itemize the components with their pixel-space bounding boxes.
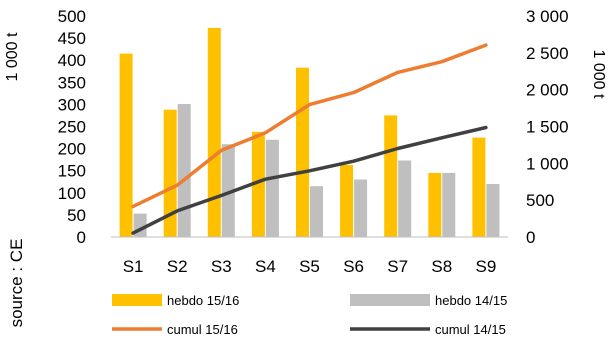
- bar-hebdo-14-15-s9: [486, 184, 500, 237]
- legend-label-hebdo-15-16: hebdo 15/16: [167, 293, 239, 308]
- y-left-tick-label: 450: [58, 29, 86, 48]
- legend-label-cumul-14-15: cumul 14/15: [435, 322, 506, 337]
- y-right-axis-label: 1 000 t: [590, 50, 607, 99]
- axes-layer: 0 50 100 150 200 250 300 350 400 450 500 0 500 1 000 1…: [58, 7, 569, 276]
- bar-hebdo-15-16-s8: [428, 172, 442, 237]
- legend-swatch-hebdo-14-15: [350, 294, 430, 306]
- bar-hebdo-14-15-s6: [354, 179, 368, 237]
- bar-hebdo-15-16-s7: [384, 115, 398, 237]
- bar-hebdo-15-16-s5: [296, 67, 309, 237]
- y-left-tick-label: 100: [58, 184, 86, 203]
- y-left-axis-label: 1 000 t: [4, 32, 21, 81]
- bar-hebdo-14-15-s2: [177, 104, 191, 237]
- y-left-tick-label: 150: [58, 162, 86, 181]
- legend: hebdo 15/16 hebdo 14/15 cumul 15/16 cumul 1…: [112, 293, 507, 337]
- y-right-tick-label: 0: [526, 228, 535, 247]
- bar-hebdo-14-15-s7: [398, 160, 412, 237]
- y-right-tick-label: 1 500: [526, 118, 569, 137]
- y-left-tick-label: 0: [77, 228, 86, 247]
- bar-hebdo-15-16-s2: [163, 109, 177, 237]
- y-right-tick-label: 500: [526, 191, 554, 210]
- x-tick-label: S2: [167, 257, 188, 276]
- source-label: source : CE: [7, 239, 26, 328]
- labels-layer: 1 000 t 1 000 t source : CE: [4, 32, 607, 327]
- bar-hebdo-14-15-s3: [221, 144, 235, 237]
- y-left-tick-label: 300: [58, 95, 86, 114]
- x-tick-label: S4: [255, 257, 276, 276]
- x-tick-label: S7: [387, 257, 408, 276]
- y-right-tick-label: 1 000: [526, 154, 569, 173]
- lines-layer: [131, 43, 488, 235]
- y-left-tick-label: 200: [58, 140, 86, 159]
- line-cumul-15-16: [131, 43, 488, 209]
- y-right-tick-label: 2 500: [526, 44, 569, 63]
- x-tick-label: S8: [431, 257, 452, 276]
- x-tick-label: S9: [476, 257, 497, 276]
- y-left-tick-label: 350: [58, 73, 86, 92]
- bar-hebdo-15-16-s9: [472, 137, 486, 237]
- bar-hebdo-14-15-s4: [265, 139, 279, 237]
- bar-hebdo-14-15-s5: [310, 186, 323, 237]
- y-left-tick-label: 500: [58, 7, 86, 26]
- bar-hebdo-15-16-s1: [119, 53, 133, 237]
- line-cumul-14-15: [131, 125, 488, 235]
- y-left-tick-label: 50: [67, 206, 86, 225]
- bar-hebdo-15-16-s6: [340, 165, 354, 237]
- legend-swatch-hebdo-15-16: [112, 294, 162, 306]
- x-tick-label: S3: [211, 257, 232, 276]
- y-right-tick-label: 2 000: [526, 81, 569, 100]
- x-tick-label: S1: [123, 257, 144, 276]
- y-left-tick-label: 250: [58, 118, 86, 137]
- legend-label-hebdo-14-15: hebdo 14/15: [435, 293, 507, 308]
- bar-hebdo-15-16-s3: [207, 27, 221, 238]
- x-tick-label: S6: [343, 257, 364, 276]
- bar-hebdo-14-15-s8: [442, 172, 456, 237]
- y-right-tick-label: 3 000: [526, 7, 569, 26]
- bars-layer: [119, 27, 500, 238]
- legend-label-cumul-15-16: cumul 15/16: [167, 322, 238, 337]
- y-left-tick-label: 400: [58, 51, 86, 70]
- bar-hebdo-15-16-s4: [251, 131, 265, 237]
- x-tick-label: S5: [299, 257, 320, 276]
